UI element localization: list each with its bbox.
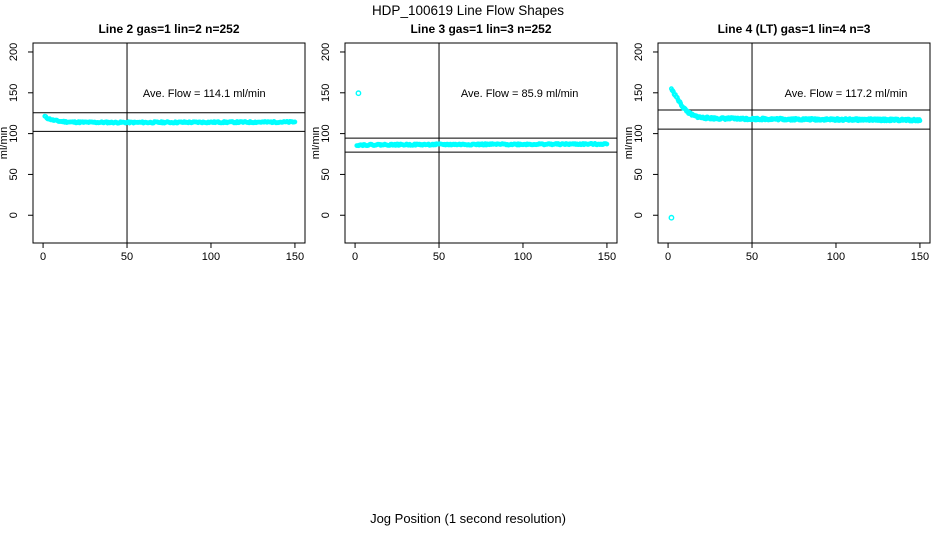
panel-title: Line 2 gas=1 lin=2 n=252 bbox=[98, 22, 239, 36]
x-tick-label: 50 bbox=[433, 251, 445, 263]
data-point bbox=[292, 119, 298, 125]
data-point bbox=[604, 141, 610, 147]
y-tick-label: 100 bbox=[320, 124, 332, 142]
y-tick-label: 150 bbox=[633, 84, 645, 102]
y-tick-label: 0 bbox=[633, 212, 645, 218]
data-point bbox=[917, 118, 923, 124]
x-tick-label: 0 bbox=[352, 251, 358, 263]
y-tick-label: 0 bbox=[320, 212, 332, 218]
x-tick-label: 100 bbox=[514, 251, 532, 263]
panel-plot: Line 3 gas=1 lin=3 n=252 0 50 100 150 0 50 100 1… bbox=[310, 22, 618, 263]
outlier-point bbox=[668, 214, 675, 221]
x-tick-label: 50 bbox=[746, 251, 758, 263]
plot-box bbox=[344, 42, 618, 244]
panel-plot: Line 2 gas=1 lin=2 n=252 0 50 100 150 0 50 100 1… bbox=[0, 22, 306, 263]
y-tick-label: 100 bbox=[633, 124, 645, 142]
panel-plot: Line 4 (LT) gas=1 lin=4 n=3 0 50 100 150 0 50 1… bbox=[623, 22, 931, 263]
panel-line-2: Line 2 gas=1 lin=2 n=252 0 50 100 150 0 50 100 1… bbox=[0, 20, 312, 265]
y-tick-label: 200 bbox=[320, 43, 332, 61]
data-point bbox=[674, 95, 680, 100]
x-tick-label: 50 bbox=[121, 251, 133, 263]
x-tick-label: 150 bbox=[598, 251, 616, 263]
y-tick-label: 50 bbox=[8, 168, 20, 180]
x-tick-label: 100 bbox=[202, 251, 220, 263]
y-tick-label: 50 bbox=[633, 168, 645, 180]
x-tick-label: 0 bbox=[40, 251, 46, 263]
y-tick-label: 150 bbox=[8, 84, 20, 102]
panel-title: Line 3 gas=1 lin=3 n=252 bbox=[410, 22, 551, 36]
ave-flow-annotation: Ave. Flow = 117.2 ml/min bbox=[785, 88, 908, 100]
y-tick-label: 200 bbox=[8, 43, 20, 61]
plot-box bbox=[657, 42, 931, 244]
figure-title: HDP_100619 Line Flow Shapes bbox=[371, 3, 565, 18]
y-tick-label: 150 bbox=[320, 84, 332, 102]
panel-line-3: Line 3 gas=1 lin=3 n=252 0 50 100 150 0 50 100 1… bbox=[310, 20, 624, 265]
x-tick-label: 0 bbox=[665, 251, 671, 263]
panel-title: Line 4 (LT) gas=1 lin=4 n=3 bbox=[718, 22, 871, 36]
panel-line-4: Line 4 (LT) gas=1 lin=4 n=3 0 50 100 150 0 50 1… bbox=[623, 20, 936, 265]
y-axis-title: ml/min bbox=[625, 127, 635, 159]
y-axis-title: ml/min bbox=[0, 127, 10, 159]
outlier-point bbox=[355, 90, 362, 97]
y-tick-label: 100 bbox=[8, 124, 20, 142]
y-axis-title: ml/min bbox=[312, 127, 322, 159]
x-axis-label: Jog Position (1 second resolution) bbox=[370, 511, 566, 526]
y-tick-label: 0 bbox=[8, 212, 20, 218]
y-tick-label: 50 bbox=[320, 168, 332, 180]
x-tick-label: 150 bbox=[286, 251, 304, 263]
ave-flow-annotation: Ave. Flow = 85.9 ml/min bbox=[461, 88, 578, 100]
x-tick-label: 100 bbox=[827, 251, 845, 263]
plot-box bbox=[32, 42, 306, 244]
y-tick-label: 200 bbox=[633, 43, 645, 61]
ave-flow-annotation: Ave. Flow = 114.1 ml/min bbox=[143, 88, 266, 100]
x-tick-label: 150 bbox=[911, 251, 929, 263]
